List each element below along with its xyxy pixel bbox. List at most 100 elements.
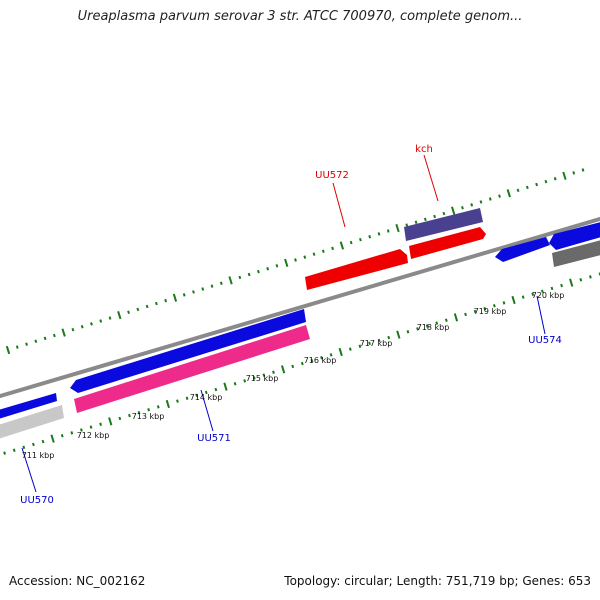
minor-tick bbox=[406, 330, 410, 334]
gene-bar-blue-1[interactable] bbox=[0, 393, 57, 420]
minor-tick bbox=[99, 319, 103, 323]
minor-tick bbox=[329, 353, 333, 357]
major-tick bbox=[395, 223, 400, 233]
major-tick bbox=[511, 295, 516, 305]
major-tick bbox=[451, 206, 456, 215]
minor-tick bbox=[589, 275, 592, 279]
minor-tick bbox=[90, 322, 93, 326]
minor-tick bbox=[535, 182, 539, 187]
minor-tick bbox=[291, 364, 295, 369]
major-tick bbox=[5, 345, 11, 355]
minor-tick bbox=[368, 341, 371, 346]
minor-tick bbox=[349, 240, 353, 245]
gene-bar-red-uu572[interactable] bbox=[305, 249, 408, 290]
minor-tick bbox=[219, 281, 223, 285]
major-tick bbox=[280, 365, 286, 374]
major-tick bbox=[506, 189, 511, 198]
gene-bar-blue-uu571[interactable] bbox=[70, 309, 306, 393]
minor-tick bbox=[572, 171, 576, 175]
minor-tick bbox=[275, 264, 279, 268]
minor-tick bbox=[185, 396, 189, 400]
minor-tick bbox=[145, 304, 149, 309]
gene-bar-magenta-1[interactable] bbox=[74, 325, 310, 413]
minor-tick bbox=[492, 304, 496, 308]
minor-tick bbox=[433, 214, 437, 219]
gene-bar-red-kch[interactable] bbox=[409, 227, 486, 259]
minor-tick bbox=[444, 318, 448, 322]
major-tick bbox=[228, 276, 233, 285]
major-tick bbox=[108, 417, 113, 426]
major-tick bbox=[284, 258, 289, 268]
tick-label: 718 kbp bbox=[417, 323, 450, 332]
minor-tick bbox=[80, 428, 83, 432]
tick-label: 716 kbp bbox=[304, 356, 337, 365]
minor-tick bbox=[525, 185, 529, 190]
minor-tick bbox=[359, 237, 362, 242]
gene-label-uu570[interactable]: UU570 bbox=[20, 495, 54, 506]
minor-tick bbox=[182, 293, 186, 297]
tick-label: 714 kbp bbox=[190, 393, 223, 402]
minor-tick bbox=[214, 387, 218, 392]
minor-tick bbox=[15, 345, 19, 349]
minor-tick bbox=[470, 203, 474, 207]
gene-bar-blue-uu574a[interactable] bbox=[495, 237, 550, 262]
minor-tick bbox=[386, 229, 390, 233]
minor-tick bbox=[257, 269, 260, 274]
minor-tick bbox=[368, 235, 372, 239]
minor-tick bbox=[25, 342, 28, 346]
minor-tick bbox=[233, 382, 237, 386]
minor-tick bbox=[272, 370, 275, 374]
minor-tick bbox=[89, 425, 93, 429]
minor-tick bbox=[22, 445, 26, 450]
minor-tick bbox=[192, 290, 195, 294]
minor-tick bbox=[423, 217, 427, 222]
minor-tick bbox=[210, 284, 214, 288]
minor-tick bbox=[531, 292, 535, 296]
minor-tick bbox=[204, 390, 208, 395]
minor-tick bbox=[176, 399, 179, 403]
gene-bar-darkgrey-1[interactable] bbox=[552, 239, 600, 267]
minor-tick bbox=[201, 287, 205, 291]
minor-tick bbox=[300, 361, 304, 366]
tick-label: 719 kbp bbox=[474, 307, 507, 316]
minor-tick bbox=[262, 373, 266, 377]
gene-bar-purple-kch[interactable] bbox=[404, 208, 483, 241]
minor-tick bbox=[560, 283, 563, 288]
minor-tick bbox=[461, 206, 464, 210]
minor-tick bbox=[12, 448, 16, 452]
major-tick bbox=[396, 330, 401, 339]
minor-tick bbox=[303, 255, 307, 259]
gene-label-uu574[interactable]: UU574 bbox=[528, 335, 562, 346]
major-tick bbox=[61, 328, 66, 337]
minor-tick bbox=[247, 272, 251, 277]
minor-tick bbox=[195, 393, 199, 398]
tick-label: 712 kbp bbox=[77, 431, 110, 440]
minor-tick bbox=[80, 325, 84, 329]
gene-label-kch[interactable]: kch bbox=[415, 144, 433, 155]
minor-tick bbox=[70, 431, 74, 435]
minor-tick bbox=[164, 298, 168, 303]
minor-tick bbox=[442, 211, 446, 216]
tick-label: 713 kbp bbox=[132, 412, 165, 421]
minor-tick bbox=[320, 356, 323, 360]
minor-tick bbox=[502, 301, 506, 305]
minor-tick bbox=[60, 434, 64, 438]
minor-tick bbox=[310, 358, 314, 363]
gene-bar-grey-1[interactable] bbox=[0, 405, 64, 440]
major-tick bbox=[569, 278, 574, 287]
minor-tick bbox=[414, 220, 418, 224]
minor-tick bbox=[43, 336, 47, 341]
minor-tick bbox=[41, 439, 45, 444]
gene-label-uu571[interactable]: UU571 bbox=[197, 433, 231, 444]
minor-tick bbox=[294, 258, 297, 262]
gene-bar-blue-uu574b[interactable] bbox=[549, 221, 600, 250]
minor-tick bbox=[377, 338, 381, 343]
minor-tick bbox=[540, 289, 544, 294]
minor-tick bbox=[266, 266, 270, 271]
major-tick bbox=[453, 313, 459, 322]
gene-label-uu572[interactable]: UU572 bbox=[315, 170, 349, 181]
minor-tick bbox=[52, 333, 56, 338]
minor-tick bbox=[473, 309, 477, 314]
minor-tick bbox=[147, 408, 151, 412]
